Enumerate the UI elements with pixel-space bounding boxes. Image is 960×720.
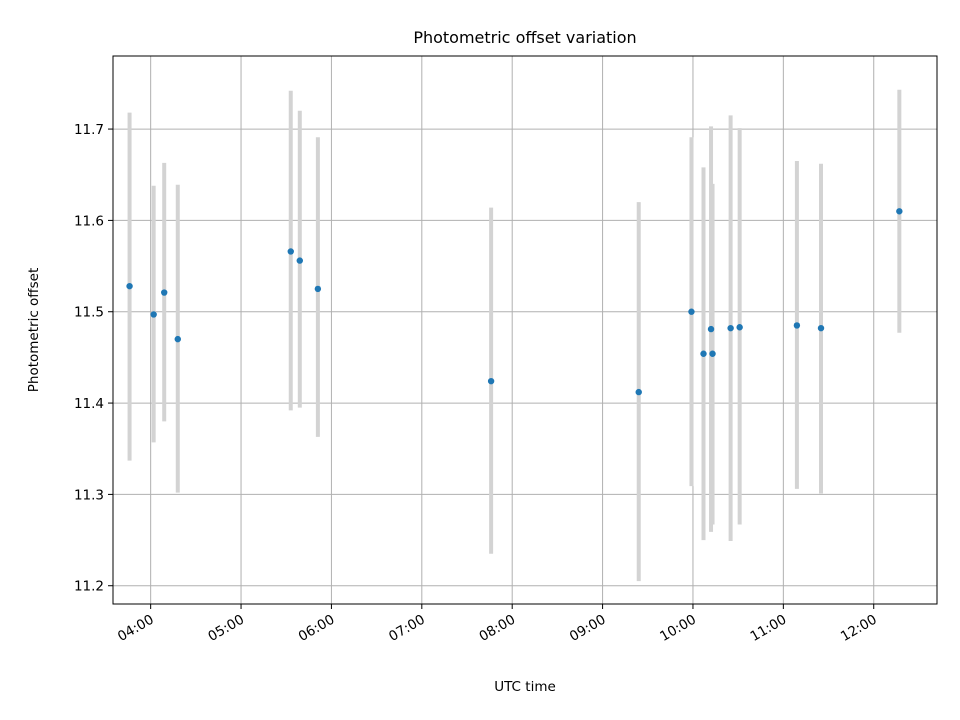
data-point: [161, 289, 168, 296]
data-point: [793, 322, 801, 329]
data-point: [707, 325, 715, 333]
data-point: [150, 311, 157, 318]
data-point: [727, 324, 734, 332]
x-axis-label: UTC time: [494, 679, 556, 695]
data-point: [635, 388, 642, 396]
y-tick-label: 11.6: [74, 213, 104, 229]
data-point: [817, 324, 825, 332]
data-point: [287, 248, 294, 255]
data-point: [296, 257, 303, 264]
y-tick-label: 11.4: [74, 396, 104, 412]
chart-title: Photometric offset variation: [413, 28, 636, 47]
grid: [113, 56, 937, 604]
data-point: [314, 285, 322, 293]
y-axis-ticks: 11.2 11.3 11.4 11.5 11.6 11.7: [74, 122, 113, 595]
data-point: [126, 282, 133, 290]
y-tick-label: 11.3: [74, 487, 104, 503]
y-tick-label: 11.5: [74, 305, 104, 321]
y-tick-label: 11.7: [74, 122, 104, 138]
y-axis-label: Photometric offset: [26, 268, 42, 392]
data-point: [709, 350, 716, 357]
data-point: [174, 335, 181, 343]
data-point: [736, 324, 743, 331]
data-point: [688, 308, 695, 315]
data-point: [896, 208, 903, 215]
data-points: [126, 208, 903, 396]
data-point: [487, 377, 495, 385]
y-tick-label: 11.2: [74, 579, 104, 595]
data-point: [700, 350, 707, 357]
plot-frame: [112, 55, 938, 605]
